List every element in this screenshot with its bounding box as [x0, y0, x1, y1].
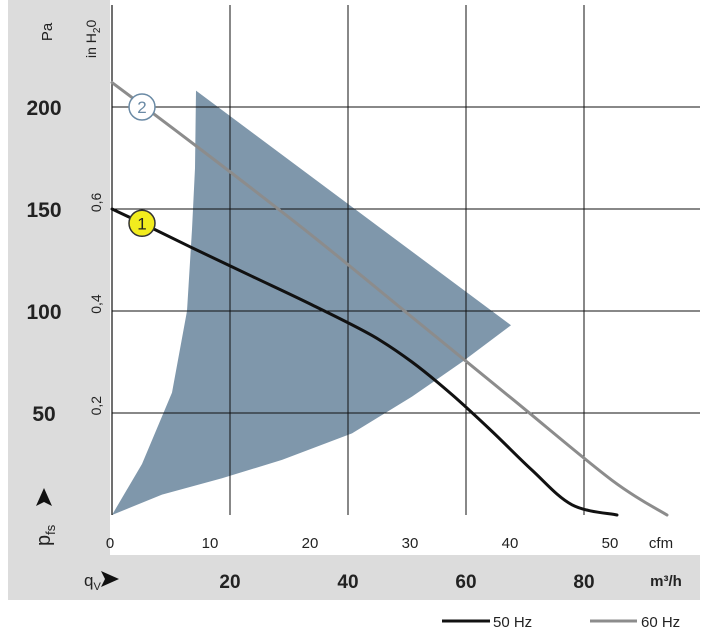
inh2o-tick-label: 0,4	[88, 294, 104, 314]
pa-tick-label: 100	[26, 301, 61, 324]
inh2o-unit-label: in H20	[83, 20, 103, 58]
legend-label-50hz: 50 Hz	[493, 614, 532, 631]
legend-label-60hz: 60 Hz	[641, 614, 680, 631]
pa-tick-label: 50	[32, 403, 55, 426]
pfs-axis-label: pfs	[33, 524, 58, 546]
m3h-tick-label: 60	[455, 572, 476, 593]
cfm-tick-label: 20	[302, 535, 319, 552]
m3h-tick-label: 40	[337, 572, 358, 593]
operating-region	[112, 90, 511, 516]
curve-marker-label-2: 2	[137, 98, 146, 117]
cfm-tick-label: 0	[106, 535, 114, 552]
m3h-tick-label: 20	[219, 572, 240, 593]
pa-unit-label: Pa	[39, 22, 56, 41]
cfm-tick-label: 40	[502, 535, 519, 552]
qv-axis-arrow	[101, 571, 119, 587]
cfm-tick-label: 50	[602, 535, 619, 552]
curve-marker-label-1: 1	[137, 214, 146, 233]
pa-tick-label: 150	[26, 199, 61, 222]
curve-marker-1: 1	[128, 209, 156, 238]
cfm-tick-label: 10	[202, 535, 219, 552]
m3h-tick-label: 80	[573, 572, 594, 593]
bottom-axis-panel	[8, 555, 700, 600]
curve-60hz	[110, 81, 669, 517]
left-axis-panel	[8, 0, 110, 555]
pa-tick-label: 200	[26, 97, 61, 120]
cfm-tick-label: 30	[402, 535, 419, 552]
curve-50hz	[110, 207, 619, 517]
curve-marker-circle-2	[128, 93, 156, 121]
m3h-unit-label: m³/h	[650, 573, 682, 590]
curve-marker-2: 2	[128, 93, 156, 121]
pfs-axis-arrow	[36, 488, 52, 506]
inh2o-tick-label: 0,2	[88, 396, 104, 416]
inh2o-tick-label: 0,6	[88, 192, 104, 212]
legend: 50 Hz 60 Hz	[442, 614, 680, 631]
qv-axis-label: qV	[84, 571, 101, 593]
curve-marker-circle-1	[128, 209, 156, 238]
cfm-unit-label: cfm	[649, 535, 673, 552]
